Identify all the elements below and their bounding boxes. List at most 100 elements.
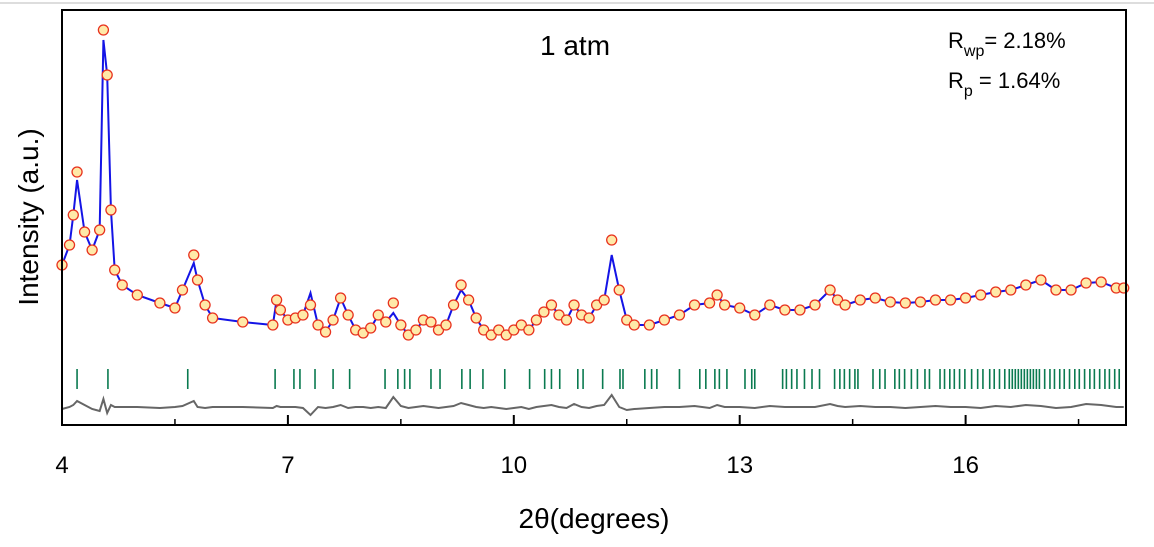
observed-point bbox=[176, 284, 189, 296]
fit-stat-subscript: p bbox=[964, 83, 973, 100]
x-tick-label: 10 bbox=[500, 452, 527, 479]
observed-point bbox=[425, 316, 437, 328]
x-tick-label: 16 bbox=[952, 452, 979, 479]
observed-point bbox=[455, 279, 467, 291]
observed-point bbox=[237, 316, 249, 328]
observed-point bbox=[470, 312, 482, 324]
observed-point bbox=[869, 292, 881, 304]
observed-point bbox=[67, 209, 79, 221]
observed-point bbox=[131, 289, 143, 301]
observed-point bbox=[270, 294, 283, 306]
observed-point bbox=[1050, 284, 1062, 296]
observed-point bbox=[794, 304, 806, 316]
observed-point bbox=[560, 314, 573, 326]
observed-point bbox=[109, 264, 121, 276]
observed-point bbox=[410, 324, 422, 336]
observed-point bbox=[206, 312, 219, 324]
observed-point bbox=[975, 289, 987, 301]
observed-point bbox=[199, 299, 211, 311]
observed-point bbox=[839, 299, 851, 311]
plot-frame bbox=[61, 9, 1127, 426]
observed-point bbox=[380, 316, 392, 328]
observed-point bbox=[1005, 284, 1017, 296]
observed-point bbox=[734, 302, 746, 314]
observed-point bbox=[854, 294, 866, 306]
observed-point bbox=[718, 299, 731, 311]
observed-point bbox=[440, 319, 452, 331]
plot-area bbox=[56, 24, 1130, 417]
observed-point bbox=[447, 299, 460, 311]
observed-point bbox=[809, 299, 821, 311]
observed-point bbox=[688, 299, 701, 311]
observed-point bbox=[914, 296, 927, 308]
fit-stat-text: = 2.18% bbox=[984, 28, 1065, 53]
y-axis-label: Intensity (a.u.) bbox=[13, 128, 44, 305]
observed-point bbox=[1095, 276, 1107, 288]
observed-point bbox=[1020, 279, 1032, 291]
observed-point bbox=[538, 306, 550, 318]
observed-point bbox=[297, 309, 309, 321]
observed-point bbox=[959, 292, 972, 304]
observed-point bbox=[319, 326, 332, 338]
observed-point bbox=[327, 314, 339, 326]
observed-point bbox=[94, 224, 106, 236]
observed-point bbox=[169, 302, 181, 314]
observed-point bbox=[274, 304, 287, 316]
observed-point bbox=[606, 234, 618, 246]
observed-point bbox=[658, 314, 671, 326]
observed-point bbox=[334, 292, 347, 304]
observed-point bbox=[105, 204, 117, 216]
observed-point bbox=[884, 296, 896, 308]
observed-point bbox=[764, 299, 776, 311]
fit-stat-symbol: R bbox=[948, 68, 964, 93]
observed-point bbox=[191, 274, 204, 286]
observed-point bbox=[643, 319, 655, 331]
observed-point bbox=[711, 289, 723, 301]
observed-point bbox=[583, 312, 595, 324]
observed-point bbox=[387, 297, 399, 309]
observed-point bbox=[365, 322, 377, 334]
x-tick-label: 7 bbox=[281, 452, 294, 479]
observed-point bbox=[267, 319, 279, 331]
fit-stat-subscript: wp bbox=[963, 43, 985, 60]
fit-stat-symbol: R bbox=[948, 28, 964, 53]
observed-point bbox=[749, 309, 761, 321]
observed-point bbox=[395, 319, 407, 331]
observed-point bbox=[824, 284, 836, 296]
observed-point bbox=[628, 319, 640, 331]
observed-point bbox=[899, 297, 912, 309]
observed-point bbox=[613, 284, 625, 296]
observed-point bbox=[530, 314, 543, 326]
fit-stat: Rwp= 2.18% bbox=[948, 28, 1066, 60]
observed-point bbox=[101, 69, 113, 81]
observed-point bbox=[929, 294, 942, 306]
observed-point bbox=[779, 304, 791, 316]
x-tick-label: 13 bbox=[726, 452, 753, 479]
fit-line bbox=[61, 393, 1124, 417]
observed-point bbox=[342, 309, 354, 321]
fit-stat: Rp = 1.64% bbox=[948, 68, 1060, 100]
observed-point bbox=[1080, 277, 1092, 289]
x-axis-label: 2θ(degrees) bbox=[519, 503, 670, 534]
observed-point bbox=[990, 286, 1002, 298]
observed-point bbox=[372, 309, 384, 321]
observed-point bbox=[312, 319, 324, 331]
observed-point bbox=[63, 239, 76, 251]
observed-point bbox=[523, 324, 535, 336]
observed-point bbox=[462, 294, 475, 306]
observed-point bbox=[1118, 282, 1130, 294]
observed-point bbox=[568, 299, 580, 311]
observed-point bbox=[71, 166, 83, 178]
observed-point bbox=[944, 294, 957, 306]
x-tick-label: 4 bbox=[55, 452, 68, 479]
observed-point bbox=[673, 309, 686, 321]
observed-point bbox=[188, 249, 200, 261]
observed-point bbox=[703, 297, 716, 309]
observed-point bbox=[1065, 284, 1077, 296]
fit-stat-text: = 1.64% bbox=[973, 68, 1060, 93]
observed-point bbox=[86, 244, 98, 256]
observed-point bbox=[154, 297, 166, 309]
observed-point bbox=[78, 226, 91, 238]
observed-point bbox=[545, 299, 558, 311]
